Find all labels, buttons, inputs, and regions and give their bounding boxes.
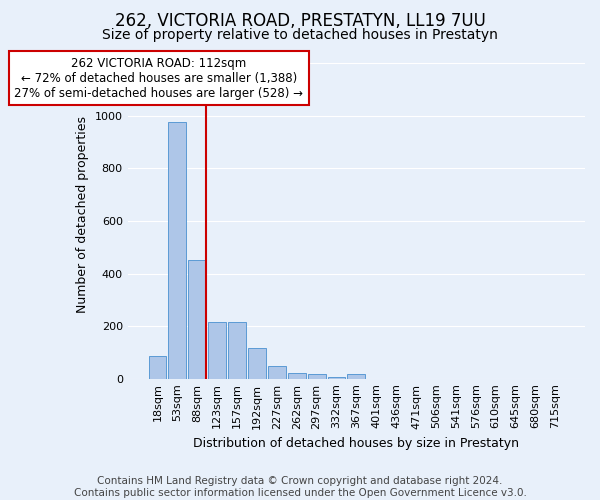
Text: Contains HM Land Registry data © Crown copyright and database right 2024.
Contai: Contains HM Land Registry data © Crown c… (74, 476, 526, 498)
Bar (288, 374, 305, 378)
Bar (268, 366, 286, 378)
Bar (347, 374, 365, 378)
Text: 262, VICTORIA ROAD, PRESTATYN, LL19 7UU: 262, VICTORIA ROAD, PRESTATYN, LL19 7UU (115, 12, 485, 30)
Bar (308, 374, 326, 378)
Bar (228, 322, 246, 378)
Text: 262 VICTORIA ROAD: 112sqm
← 72% of detached houses are smaller (1,388)
27% of se: 262 VICTORIA ROAD: 112sqm ← 72% of detac… (14, 56, 304, 100)
Bar (149, 356, 166, 378)
Bar (248, 348, 266, 378)
Y-axis label: Number of detached properties: Number of detached properties (76, 116, 89, 313)
Bar (169, 122, 187, 378)
Bar (208, 322, 226, 378)
Text: Size of property relative to detached houses in Prestatyn: Size of property relative to detached ho… (102, 28, 498, 42)
Bar (188, 260, 206, 378)
X-axis label: Distribution of detached houses by size in Prestatyn: Distribution of detached houses by size … (193, 437, 520, 450)
